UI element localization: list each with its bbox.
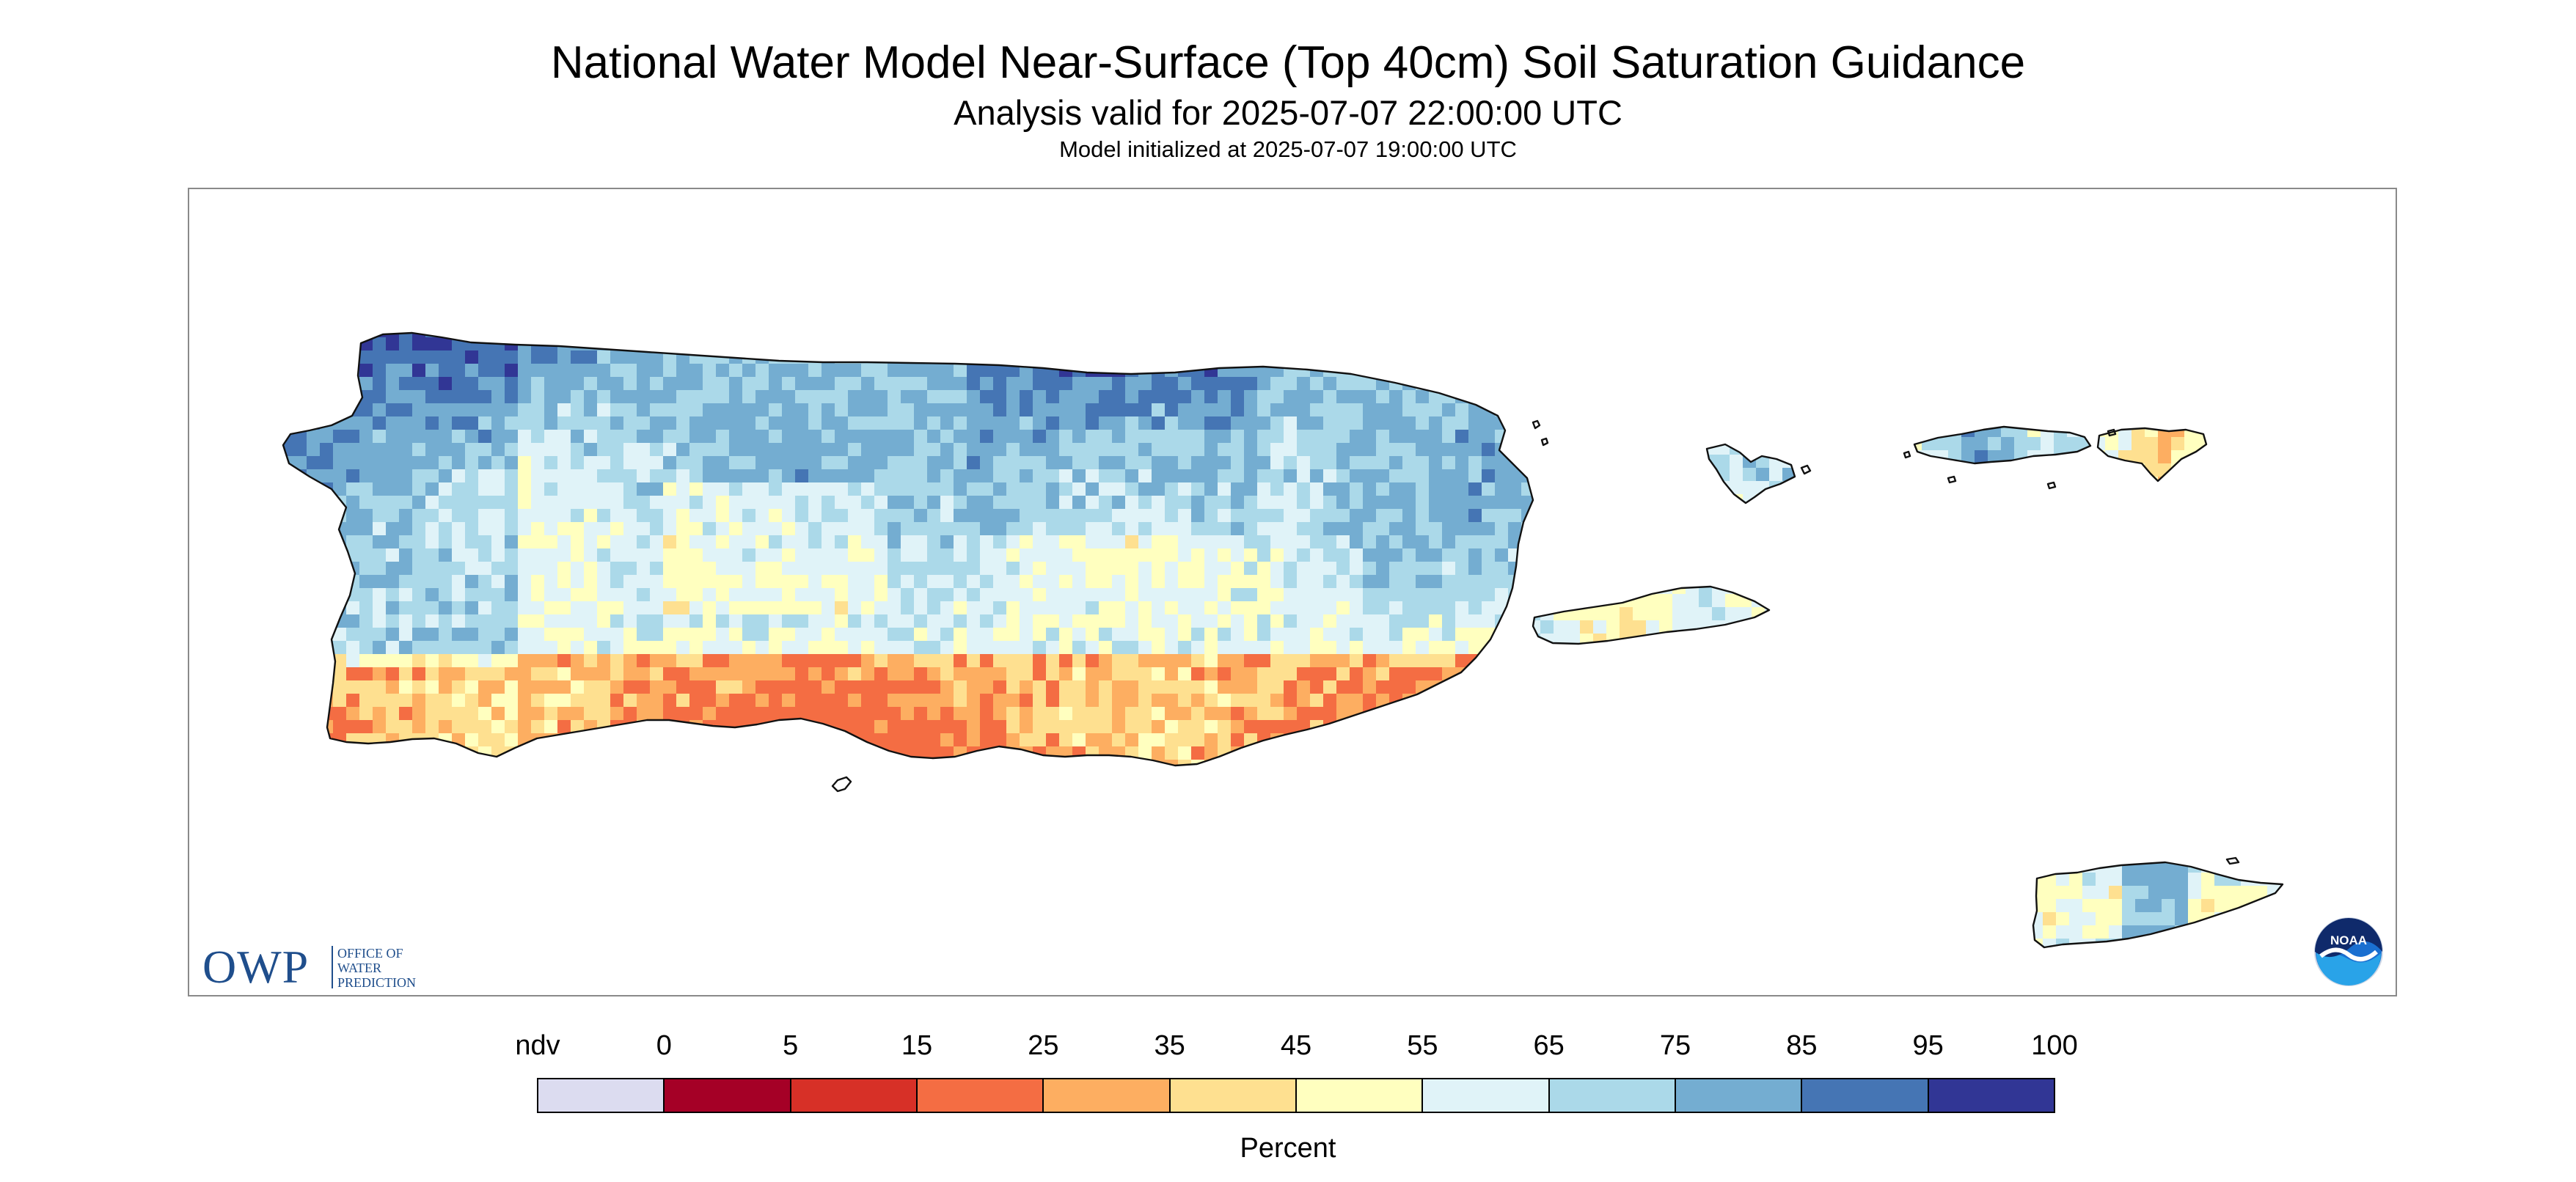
legend-swatch (1801, 1078, 1929, 1113)
noaa-logo-text: NOAA (2330, 933, 2367, 947)
map-panel: OWP OFFICE OF WATER PREDICTION NOAA (188, 188, 2397, 996)
coastline-desecheo-islet (1532, 419, 1541, 430)
legend-tick-label: 15 (901, 1030, 933, 1061)
owp-logo-line-1: OFFICE OF (337, 946, 403, 961)
legend-tick-label: 25 (1028, 1030, 1059, 1061)
noaa-logo: NOAA (2314, 917, 2383, 986)
owp-logo-line-2: WATER (337, 961, 381, 975)
legend-tick-label: 0 (656, 1030, 672, 1061)
legend-tick-label: 55 (1407, 1030, 1438, 1061)
legend-swatch (1675, 1078, 1803, 1113)
owp-logo-divider (332, 946, 333, 988)
owp-logo-mark: OWP (202, 941, 310, 993)
legend-swatch (663, 1078, 791, 1113)
legend-swatch (916, 1078, 1044, 1113)
owp-logo-text: OFFICE OF WATER PREDICTION (337, 946, 416, 990)
owp-logo: OWP OFFICE OF WATER PREDICTION (202, 943, 452, 991)
coastline-cay-culebrita (1800, 464, 1812, 475)
coastline-islet-4 (2107, 428, 2117, 437)
legend-swatch (789, 1078, 918, 1113)
soil-saturation-map (282, 331, 2284, 949)
legend-tick-label: 65 (1533, 1030, 1565, 1061)
model-init-line: Model initialized at 2025-07-07 19:00:00… (1059, 136, 1517, 162)
legend-tick-label: 45 (1280, 1030, 1312, 1061)
legend-tick-label: 75 (1659, 1030, 1691, 1061)
legend-swatch (1548, 1078, 1676, 1113)
legend-tick-label: 5 (783, 1030, 799, 1061)
legend-tick-label: 100 (2031, 1030, 2078, 1061)
coastline-buck-island (2225, 856, 2240, 865)
legend-swatch (1421, 1078, 1550, 1113)
owp-logo-line-3: PREDICTION (337, 975, 416, 990)
map-title: National Water Model Near-Surface (Top 4… (550, 37, 2026, 88)
coastline-islet-1 (1903, 450, 1911, 459)
legend-tick-label: 85 (1786, 1030, 1818, 1061)
map-subtitle: Analysis valid for 2025-07-07 22:00:00 U… (954, 93, 1622, 132)
coastline-mona-island (831, 776, 852, 793)
legend-swatch (1168, 1078, 1297, 1113)
legend-swatch (1042, 1078, 1171, 1113)
coastline-cayo-small-1 (1540, 437, 1549, 447)
legend-tick-label: 95 (1912, 1030, 1944, 1061)
legend-swatch (537, 1078, 665, 1113)
legend-unit-label: Percent (1240, 1133, 1336, 1164)
color-legend (537, 1078, 2055, 1123)
legend-swatch (1927, 1078, 2055, 1113)
coastline-islet-2 (1947, 475, 1957, 484)
legend-swatch (1295, 1078, 1424, 1113)
coastline-islet-3 (2046, 481, 2057, 490)
legend-tick-ndv: ndv (515, 1030, 560, 1061)
legend-tick-label: 35 (1154, 1030, 1185, 1061)
